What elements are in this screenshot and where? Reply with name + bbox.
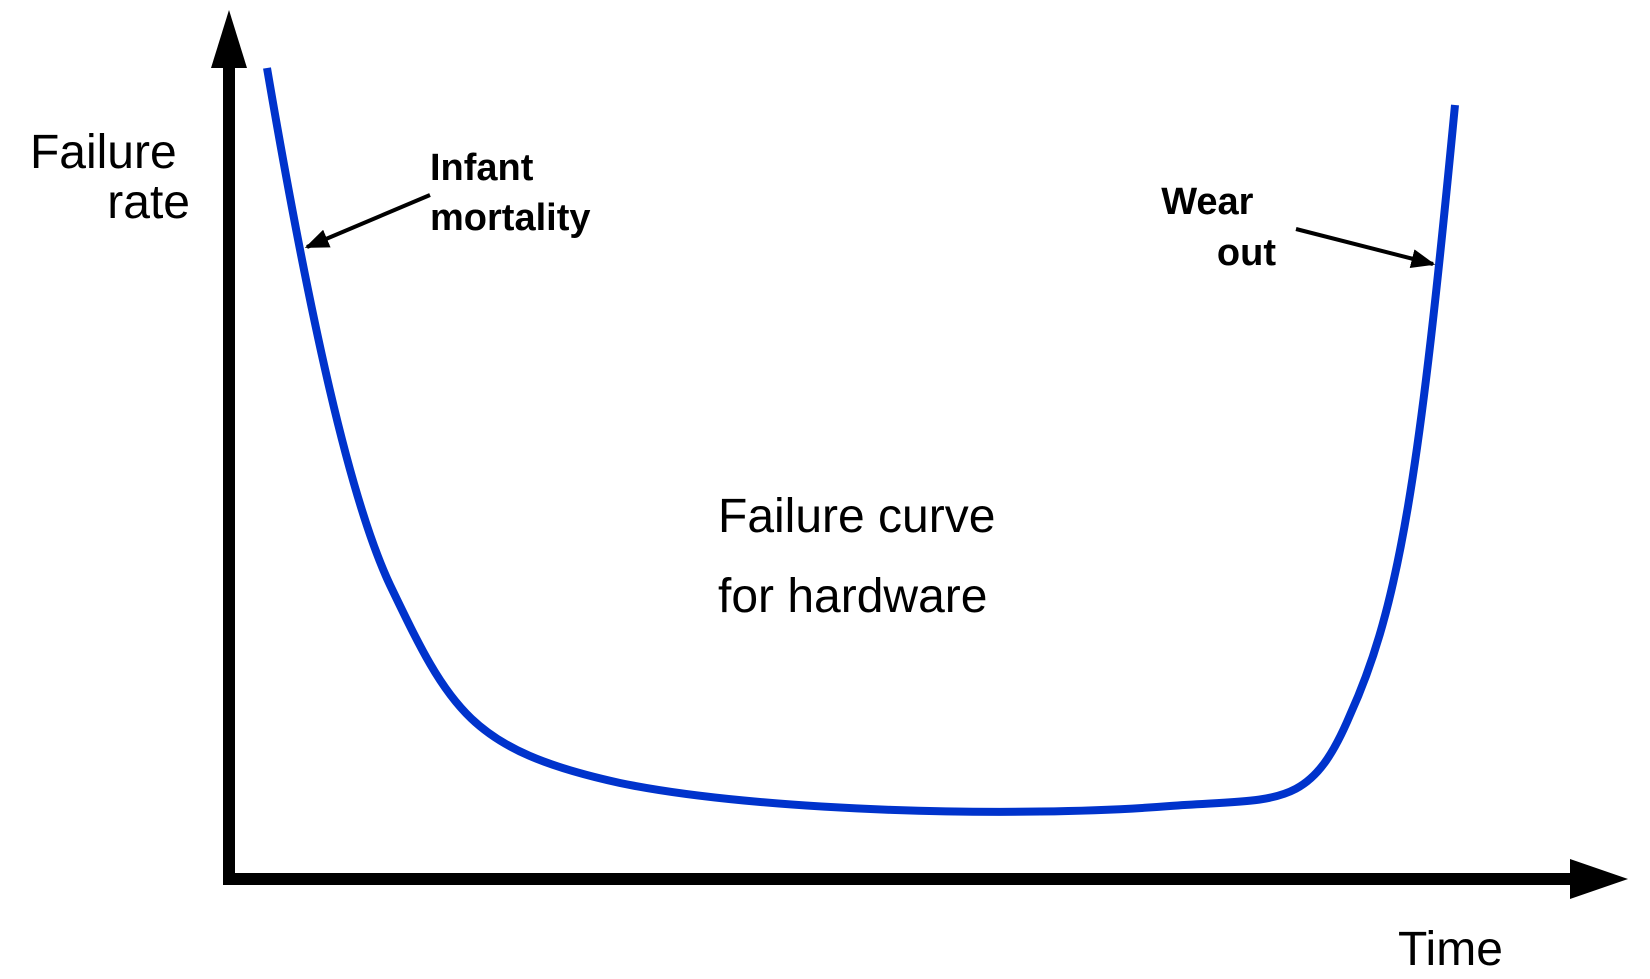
wear-out-arrow bbox=[1295, 227, 1436, 268]
infant-mortality-arrow bbox=[304, 193, 431, 249]
y-axis-label: Failure rate bbox=[30, 126, 190, 229]
y-axis-label-line-2: rate bbox=[107, 176, 190, 229]
infant-mortality-label: Infant mortality bbox=[430, 147, 590, 239]
infant-mortality-line-2: mortality bbox=[430, 197, 590, 239]
y-axis bbox=[211, 10, 247, 885]
caption-line-1: Failure curve bbox=[718, 490, 995, 543]
failure-curve bbox=[263, 67, 1459, 816]
y-axis-label-line-1: Failure bbox=[30, 126, 177, 179]
infant-mortality-annotation: Infant mortality bbox=[304, 147, 590, 249]
wear-out-line-2: out bbox=[1217, 232, 1276, 274]
x-axis-arrowhead bbox=[1570, 859, 1628, 899]
diagram-caption: Failure curve for hardware bbox=[718, 490, 1009, 623]
caption-line-2: for hardware bbox=[718, 570, 987, 623]
x-axis-label: Time bbox=[1398, 923, 1503, 976]
infant-mortality-line-1: Infant bbox=[430, 147, 534, 189]
x-axis bbox=[223, 859, 1628, 899]
wear-out-annotation: Wear out bbox=[1161, 181, 1436, 274]
y-axis-arrowhead bbox=[211, 10, 247, 68]
wear-out-line-1: Wear bbox=[1161, 181, 1253, 223]
wear-out-label: Wear out bbox=[1161, 181, 1276, 274]
